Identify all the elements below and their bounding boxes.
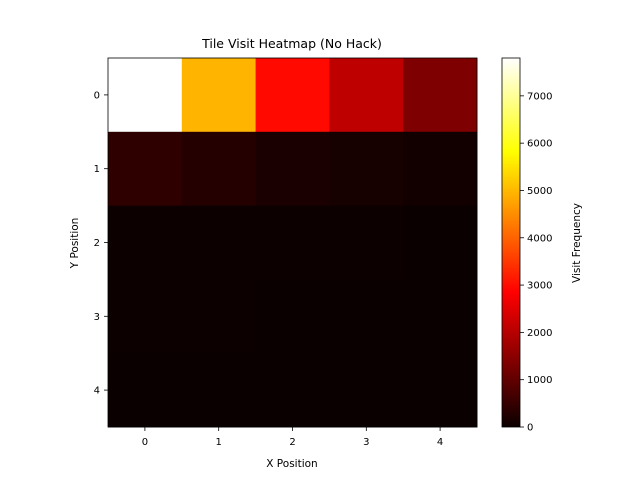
colorbar-tick-label: 5000 xyxy=(527,186,552,197)
x-axis-ticks: 0 1 2 3 4 xyxy=(142,427,443,448)
colorbar-label: Visit Frequency xyxy=(571,203,583,283)
colorbar xyxy=(501,57,521,428)
heatmap-cell xyxy=(329,58,404,133)
heatmap-cell xyxy=(255,279,330,354)
y-axis-label: Y Position xyxy=(69,218,81,270)
heatmap-cell xyxy=(181,58,256,133)
colorbar-tick-label: 1000 xyxy=(527,375,552,386)
colorbar-tick-label: 4000 xyxy=(527,233,552,244)
heatmap-cell xyxy=(255,58,330,133)
heatmap-cell xyxy=(181,205,256,280)
heatmap-cell xyxy=(329,353,404,428)
heatmap-cell xyxy=(108,353,183,428)
heatmap-cell xyxy=(108,205,183,280)
x-tick-label: 2 xyxy=(289,437,295,448)
y-tick-label: 2 xyxy=(94,238,100,249)
heatmap-cell xyxy=(108,58,183,133)
colorbar-tick-label: 6000 xyxy=(527,139,552,150)
y-tick-label: 3 xyxy=(94,312,100,323)
y-tick-label: 1 xyxy=(94,164,100,175)
y-axis-ticks: 0 1 2 3 4 xyxy=(94,90,108,397)
heatmap-cell xyxy=(403,58,478,133)
colorbar-tick-label: 2000 xyxy=(527,328,552,339)
heatmap-cell xyxy=(329,131,404,206)
heatmap-cell xyxy=(108,279,183,354)
colorbar-tick-label: 3000 xyxy=(527,281,552,292)
colorbar-tick-label: 0 xyxy=(527,423,533,434)
x-tick-label: 1 xyxy=(216,437,222,448)
x-tick-label: 3 xyxy=(363,437,369,448)
heatmap-cell xyxy=(255,131,330,206)
heatmap-cell xyxy=(181,353,256,428)
heatmap-cell xyxy=(255,205,330,280)
x-tick-label: 0 xyxy=(142,437,148,448)
heatmap-cell xyxy=(403,205,478,280)
heatmap-cell xyxy=(255,353,330,428)
x-axis-label: X Position xyxy=(266,458,317,470)
heatmap-cell xyxy=(403,279,478,354)
heatmap-cell xyxy=(329,205,404,280)
colorbar-tick-label: 7000 xyxy=(527,91,552,102)
colorbar-ticks: 0 1000 2000 3000 4000 5000 6000 7000 xyxy=(520,91,552,434)
heatmap-cell xyxy=(181,131,256,206)
heatmap-cell xyxy=(403,353,478,428)
y-tick-label: 4 xyxy=(94,386,100,397)
heatmap-cell xyxy=(108,131,183,206)
heatmap-cell xyxy=(403,131,478,206)
x-tick-label: 4 xyxy=(437,437,443,448)
heatmap-cell xyxy=(181,279,256,354)
y-tick-label: 0 xyxy=(94,90,100,101)
chart-title: Tile Visit Heatmap (No Hack) xyxy=(201,36,382,51)
heatmap-cell xyxy=(329,279,404,354)
heatmap-cells xyxy=(108,58,478,428)
